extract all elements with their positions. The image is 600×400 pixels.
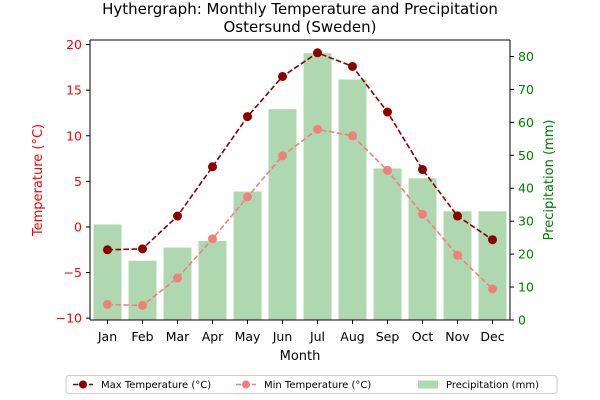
x-axis-label: Month: [280, 349, 321, 364]
y-left-tick-label: 20: [66, 37, 82, 52]
legend-swatch-precipitation: [418, 380, 438, 389]
legend-marker-max-temperature: [79, 380, 87, 389]
precipitation-bar-jul: [303, 53, 332, 320]
temperature-lines: [103, 48, 497, 310]
precipitation-bar-jun: [268, 109, 297, 320]
max-temperature-point-nov: [453, 211, 462, 221]
x-tick-label-jul: Jul: [309, 329, 325, 344]
precipitation-bar-nov: [443, 211, 472, 320]
min-temperature-point-nov: [453, 250, 462, 260]
y-left-tick-label: 10: [66, 128, 82, 143]
max-temperature-point-aug: [348, 61, 357, 71]
min-temperature-point-oct: [418, 209, 427, 219]
legend: Max Temperature (°C) Min Temperature (°C)…: [65, 375, 558, 394]
max-temperature-point-feb: [138, 244, 147, 254]
legend-label-precipitation: Precipitation (mm): [446, 380, 539, 391]
precipitation-bars: [93, 53, 507, 320]
tick-labels: Jan Feb Mar Apr May Jun Jul Aug Sep Oct Nov Dec −10 −…: [56, 37, 534, 344]
min-temperature-point-apr: [208, 234, 217, 244]
y-right-tick-label: 80: [518, 49, 534, 64]
x-tick-label-feb: Feb: [131, 329, 153, 344]
precipitation-bar-mar: [163, 247, 192, 320]
max-temperature-point-oct: [418, 165, 427, 175]
min-temperature-point-jun: [278, 151, 287, 161]
min-temperature-point-aug: [348, 131, 357, 141]
y-right-tick-label: 10: [518, 280, 534, 295]
chart-title-line-1: Hythergraph: Monthly Temperature and Pre…: [102, 0, 498, 18]
max-temperature-point-jul: [313, 48, 322, 58]
x-tick-label-may: May: [235, 329, 261, 344]
y-right-tick-label: 60: [518, 115, 534, 130]
y-right-tick-label: 20: [518, 247, 534, 262]
min-temperature-point-may: [243, 192, 252, 202]
min-temperature-point-mar: [173, 273, 182, 283]
min-temperature-point-dec: [488, 284, 497, 294]
x-tick-label-mar: Mar: [166, 329, 190, 344]
axes: [86, 39, 514, 324]
max-temperature-point-apr: [208, 162, 217, 172]
chart-title-line-2: Ostersund (Sweden): [224, 18, 377, 36]
y-right-tick-label: 40: [518, 181, 534, 196]
x-tick-label-jan: Jan: [97, 329, 117, 344]
precipitation-bar-aug: [338, 79, 367, 320]
y-axis-left-label: Temperature (°C): [31, 124, 46, 237]
precipitation-bar-sep: [373, 168, 402, 320]
x-tick-label-apr: Apr: [202, 329, 224, 344]
y-right-tick-label: 70: [518, 82, 534, 97]
precipitation-bar-oct: [408, 178, 437, 320]
x-tick-label-oct: Oct: [412, 329, 434, 344]
x-tick-label-nov: Nov: [445, 329, 470, 344]
legend-marker-min-temperature: [242, 380, 250, 389]
legend-label-min-temperature: Min Temperature (°C): [264, 380, 371, 391]
precipitation-bar-apr: [198, 240, 227, 320]
x-tick-label-sep: Sep: [376, 329, 400, 344]
precipitation-bar-feb: [128, 260, 157, 320]
y-left-tick-label: 5: [74, 174, 82, 189]
y-left-tick-label: 0: [74, 219, 82, 234]
y-right-tick-label: 50: [518, 148, 534, 163]
y-axis-right-label: Precipitation (mm): [542, 120, 557, 241]
y-left-tick-label: −10: [56, 311, 82, 326]
precipitation-bar-may: [233, 191, 262, 320]
min-temperature-point-sep: [383, 165, 392, 175]
min-temperature-point-jul: [313, 124, 322, 134]
y-left-tick-label: 15: [66, 83, 82, 98]
y-right-tick-label: 0: [518, 313, 526, 328]
max-temperature-line: [107, 51, 493, 251]
y-left-tick-label: −5: [64, 265, 82, 280]
min-temperature-point-jan: [103, 299, 112, 309]
x-tick-label-jun: Jun: [272, 329, 293, 344]
max-temperature-point-jan: [103, 245, 112, 255]
x-tick-label-dec: Dec: [480, 329, 504, 344]
max-temperature-point-jun: [278, 71, 287, 81]
legend-label-max-temperature: Max Temperature (°C): [101, 380, 211, 391]
x-tick-label-aug: Aug: [340, 329, 364, 344]
min-temperature-line: [107, 128, 494, 307]
max-temperature-point-may: [243, 112, 252, 122]
max-temperature-point-sep: [383, 107, 392, 117]
legend-frame: [65, 375, 558, 394]
min-temperature-point-feb: [138, 300, 147, 310]
precipitation-bar-dec: [478, 211, 507, 320]
max-temperature-point-dec: [488, 235, 497, 245]
max-temperature-point-mar: [173, 211, 182, 221]
y-right-tick-label: 30: [518, 214, 534, 229]
